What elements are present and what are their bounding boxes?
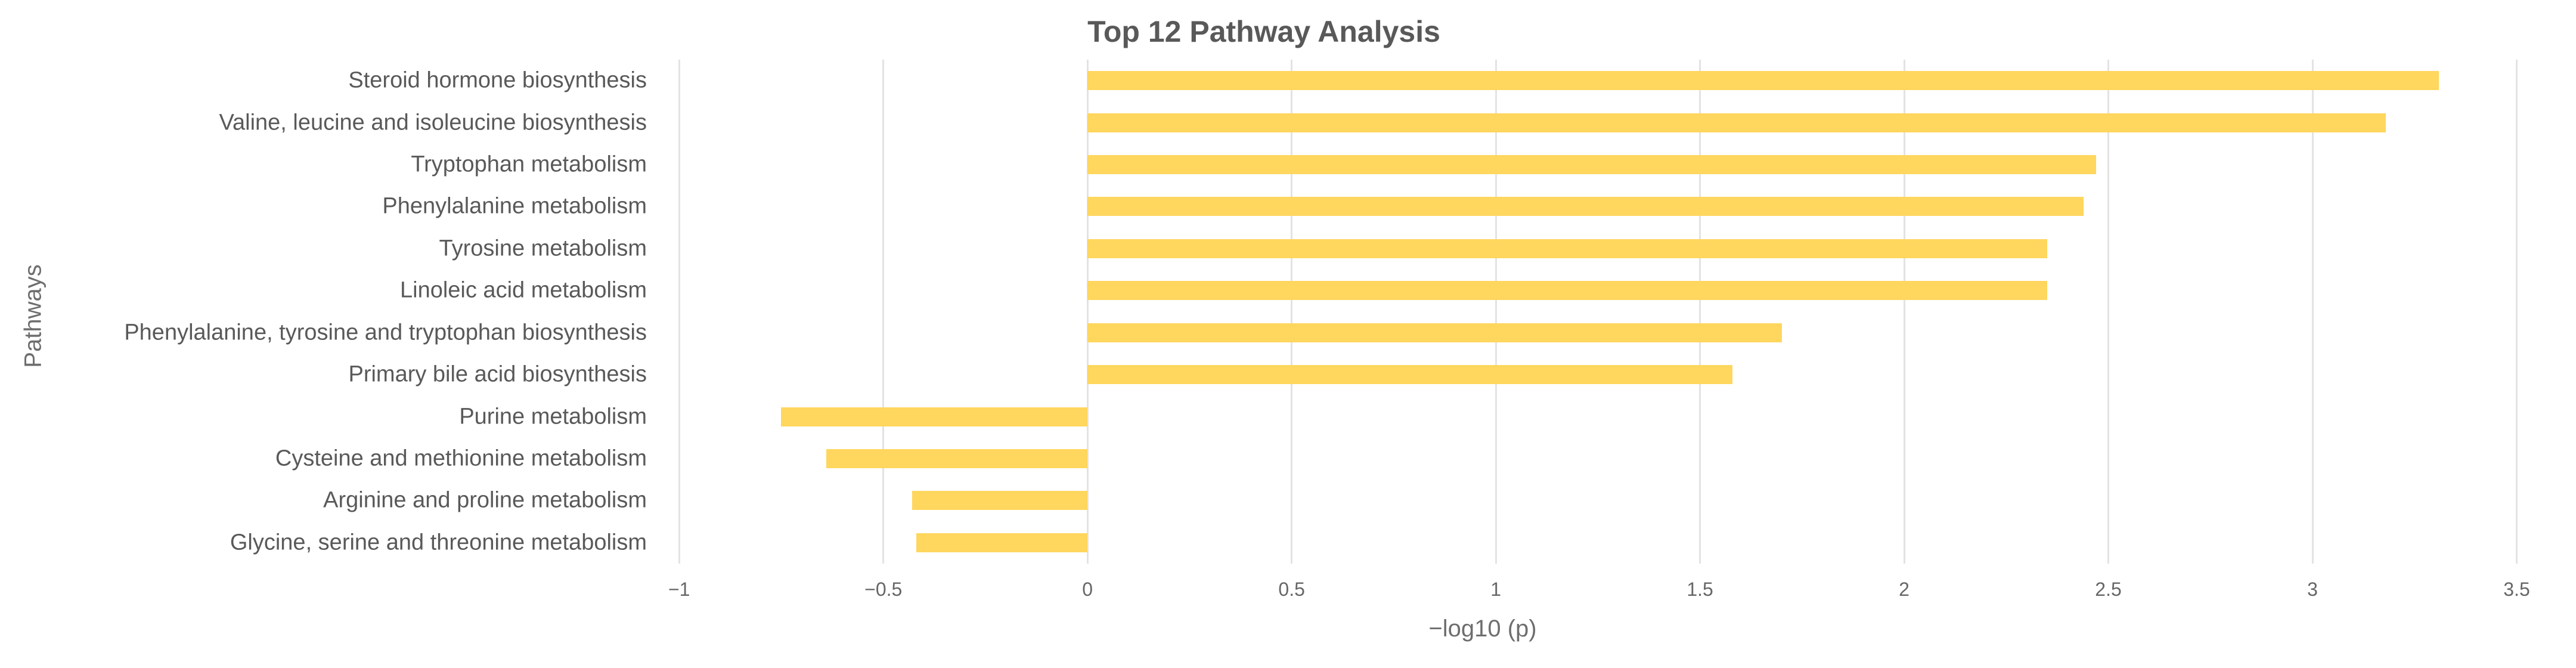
x-tick-label-1.5: 1.5	[1687, 579, 1713, 600]
bar-linoleic-acid-metabolism	[1087, 281, 2047, 301]
x-tick-label-1: 1	[1490, 579, 1502, 600]
x-tick-label-−0.5: −0.5	[864, 579, 903, 600]
bar-glycine-serine-and-threonine-metabolism	[916, 533, 1088, 552]
y-axis-label-valine-leucine-and-isoleucine-biosynthesis: Valine, leucine and isoleucine biosynthe…	[219, 110, 647, 135]
x-tick-label-3: 3	[2307, 579, 2318, 600]
bar-arginine-and-proline-metabolism	[912, 491, 1088, 511]
y-axis-label-purine-metabolism: Purine metabolism	[459, 404, 647, 429]
x-tick-label-0.5: 0.5	[1278, 579, 1305, 600]
y-axis-label-primary-bile-acid-biosynthesis: Primary bile acid biosynthesis	[348, 361, 647, 387]
x-tick-label-2: 2	[1899, 579, 1909, 600]
y-axis-label-steroid-hormone-biosynthesis: Steroid hormone biosynthesis	[348, 67, 647, 93]
bar-tryptophan-metabolism	[1087, 155, 2096, 175]
bar-phenylalanine-tyrosine-and-tryptophan-biosynthesis	[1087, 323, 1782, 342]
bar-tyrosine-metabolism	[1087, 239, 2047, 258]
bar-cysteine-and-methionine-metabolism	[826, 449, 1088, 468]
chart-title: Top 12 Pathway Analysis	[1087, 15, 1440, 48]
plot-area	[659, 60, 2558, 564]
gridline-x-3.5	[2516, 60, 2518, 564]
y-axis-label-tyrosine-metabolism: Tyrosine metabolism	[439, 236, 647, 261]
y-axis-label-glycine-serine-and-threonine-metabolism: Glycine, serine and threonine metabolism	[230, 530, 647, 555]
bar-steroid-hormone-biosynthesis	[1087, 71, 2439, 91]
bar-valine-leucine-and-isoleucine-biosynthesis	[1087, 113, 2386, 132]
gridline-x-−0.5	[882, 60, 885, 564]
bar-purine-metabolism	[781, 407, 1088, 426]
y-axis-label-phenylalanine-tyrosine-and-tryptophan-biosynthesis: Phenylalanine, tyrosine and tryptophan b…	[124, 320, 647, 345]
y-axis-label-tryptophan-metabolism: Tryptophan metabolism	[411, 151, 647, 177]
y-axis-label-phenylalanine-metabolism: Phenylalanine metabolism	[382, 193, 647, 219]
x-tick-label-0: 0	[1082, 579, 1093, 600]
y-axis-label-linoleic-acid-metabolism: Linoleic acid metabolism	[400, 277, 647, 303]
y-axis-label-arginine-and-proline-metabolism: Arginine and proline metabolism	[323, 487, 647, 513]
gridline-x-0.5	[1291, 60, 1293, 564]
x-tick-label-−1: −1	[668, 579, 690, 600]
x-tick-label-2.5: 2.5	[2095, 579, 2122, 600]
x-axis-title: −log10 (p)	[1428, 616, 1537, 642]
gridline-x-0	[1086, 60, 1089, 564]
gridline-x-2	[1903, 60, 1905, 564]
bar-phenylalanine-metabolism	[1087, 197, 2084, 217]
gridline-x-1.5	[1699, 60, 1701, 564]
gridline-x-1	[1495, 60, 1497, 564]
x-tick-label-3.5: 3.5	[2503, 579, 2530, 600]
bar-primary-bile-acid-biosynthesis	[1087, 365, 1733, 385]
gridline-x-3	[2311, 60, 2314, 564]
gridline-x-2.5	[2107, 60, 2110, 564]
y-axis-label-cysteine-and-methionine-metabolism: Cysteine and methionine metabolism	[275, 446, 647, 471]
gridline-x-−1	[678, 60, 680, 564]
